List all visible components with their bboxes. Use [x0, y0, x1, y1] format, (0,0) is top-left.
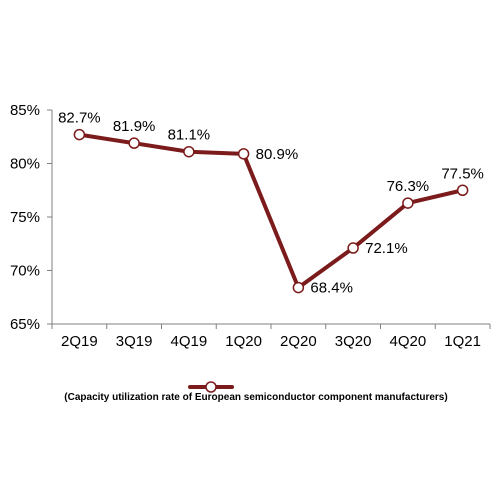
legend-label: (Capacity utilization rate of European s… [64, 392, 447, 403]
data-point [183, 145, 195, 158]
series-line [77, 132, 465, 290]
x-tick-label: 2Q19 [61, 333, 98, 350]
data-point [292, 281, 305, 294]
data-point [128, 137, 140, 149]
data-label: 77.5% [441, 165, 484, 182]
data-point [347, 242, 359, 254]
x-tick-label: 4Q20 [390, 333, 427, 350]
x-tick-label: 2Q20 [280, 333, 317, 350]
data-point [456, 184, 469, 196]
x-tick-label: 1Q21 [444, 333, 481, 350]
x-tick-label: 1Q20 [225, 333, 262, 350]
data-label: 72.1% [365, 240, 408, 257]
x-tick-label: 3Q19 [116, 333, 153, 350]
data-label: 68.4% [310, 280, 353, 297]
data-point [402, 197, 414, 209]
legend-marker-swatch [205, 381, 217, 393]
y-tick-label: 70% [10, 263, 40, 280]
data-point [237, 148, 250, 160]
y-tick-label: 75% [10, 209, 40, 226]
data-point [73, 128, 86, 141]
data-label: 81.9% [113, 118, 156, 135]
x-tick-label: 3Q20 [335, 333, 372, 350]
data-label: 81.1% [168, 127, 211, 144]
data-label: 80.9% [256, 146, 299, 163]
data-label: 82.7% [58, 110, 101, 127]
x-tick-label: 4Q19 [171, 333, 208, 350]
data-label: 76.3% [387, 178, 430, 195]
y-tick-label: 65% [10, 316, 40, 333]
y-tick-label: 80% [10, 156, 40, 173]
y-tick-label: 85% [10, 102, 40, 119]
